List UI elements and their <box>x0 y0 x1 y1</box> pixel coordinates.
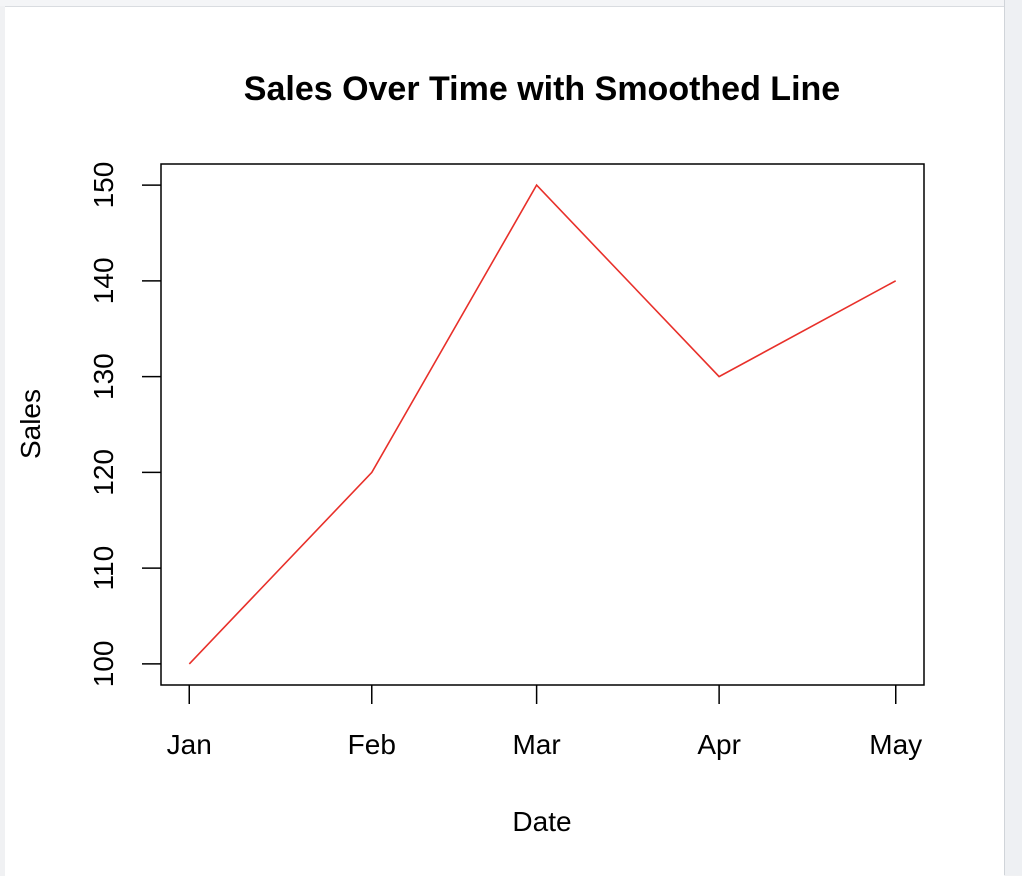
x-tick-label: Mar <box>512 729 560 760</box>
chart-title: Sales Over Time with Smoothed Line <box>244 70 840 108</box>
toolbar-strip <box>0 0 1004 6</box>
plot-panel <box>5 6 1004 876</box>
series-line <box>188 183 897 665</box>
y-tick-label: 150 <box>88 162 119 209</box>
y-axis: 100 110 120 130 140 150 <box>88 162 161 688</box>
y-axis-label: Sales <box>15 389 46 459</box>
x-axis: Jan Feb Mar Apr May <box>167 685 922 760</box>
window-edge <box>1004 0 1022 875</box>
plot-frame <box>160 163 925 686</box>
y-tick-label: 120 <box>88 449 119 496</box>
y-tick-label: 110 <box>88 546 119 591</box>
series-layer <box>188 183 897 665</box>
y-tick-label: 100 <box>88 641 119 688</box>
x-tick-label: Jan <box>167 729 212 760</box>
y-tick-label: 130 <box>88 353 119 400</box>
y-tick-label: 140 <box>88 257 119 304</box>
x-tick-label: May <box>869 729 922 760</box>
x-axis-label: Date <box>512 806 571 837</box>
x-tick-label: Feb <box>348 729 396 760</box>
x-tick-label: Apr <box>697 729 741 760</box>
